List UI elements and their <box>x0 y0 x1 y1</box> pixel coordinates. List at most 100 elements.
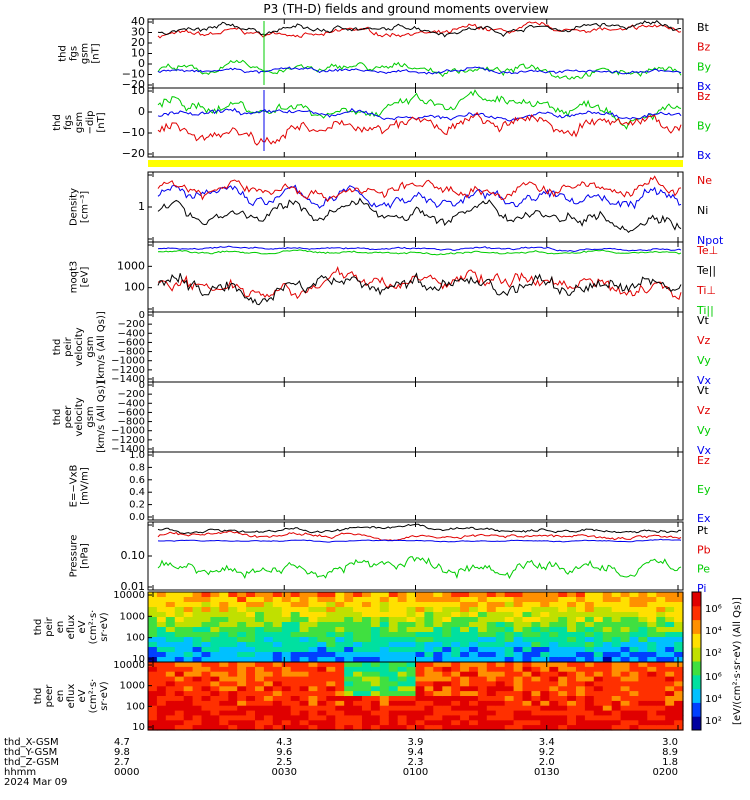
spectrogram-cell <box>495 627 506 633</box>
spectrogram-cell <box>522 612 532 618</box>
spectrogram-cell <box>638 617 648 623</box>
spectrogram-cell <box>549 696 559 702</box>
spectrogram-cell <box>237 691 247 697</box>
colorbar-tick-label: 10⁴ <box>705 694 722 705</box>
y-axis-label-line: [km/s (All Qs)] <box>96 381 107 453</box>
spectrogram-cell <box>370 617 381 623</box>
spectrogram-cell <box>263 657 274 663</box>
spectrogram-cell <box>495 662 506 668</box>
spectrogram-cell <box>290 715 301 721</box>
spectrogram-cell <box>335 715 345 721</box>
spectrogram-cell <box>611 700 622 707</box>
spectrogram-cell <box>210 627 220 633</box>
spectrogram-cell <box>486 652 497 658</box>
colorbar-tick-label: 10² <box>705 648 722 659</box>
spectrogram-cell <box>513 720 524 726</box>
spectrogram-cell <box>415 642 425 648</box>
spectrogram-cell <box>504 617 515 623</box>
spectrogram-cell <box>165 705 176 712</box>
x-row-label: thd_Z-GSM <box>4 757 59 768</box>
spectrogram-cell <box>192 700 203 707</box>
spectrogram-cell <box>424 642 434 648</box>
spectrogram-cell <box>620 602 631 608</box>
spectrogram-cell <box>397 657 408 663</box>
spectrogram-cell <box>308 720 318 726</box>
legend-entry-Bx: Bx <box>697 149 712 162</box>
spectrogram-cell <box>156 642 167 648</box>
spectrogram-cell <box>148 632 158 638</box>
spectrogram-cell <box>567 700 577 707</box>
spectrogram-cell <box>192 662 203 668</box>
spectrogram-cell <box>353 666 363 673</box>
spectrogram-cell <box>415 662 425 668</box>
spectrogram-cell <box>629 676 639 683</box>
spectrogram-cell <box>317 652 327 658</box>
spectrogram-cell <box>335 686 345 692</box>
spectrogram-cell <box>638 592 648 598</box>
spectrogram-cell <box>281 627 292 633</box>
spectrogram-cell <box>317 627 327 633</box>
spectrogram-cell <box>567 720 577 726</box>
spectrogram-cell <box>174 612 185 618</box>
spectrogram-cell <box>442 715 452 721</box>
spectrogram-cell <box>370 720 381 726</box>
colorbar-swatch <box>692 647 701 662</box>
spectrogram-cell <box>326 642 336 648</box>
spectrogram-cell <box>165 617 176 623</box>
spectrogram-cell <box>674 686 684 692</box>
spectrogram-cell <box>263 637 274 643</box>
spectrogram-cell <box>611 681 622 687</box>
spectrogram-cell <box>210 720 220 726</box>
spectrogram-cell <box>549 647 559 653</box>
spectrogram-cell <box>281 676 292 683</box>
spectrogram-cell <box>272 622 283 628</box>
spectrogram-cell <box>370 676 381 683</box>
spectrogram-cell <box>210 612 220 618</box>
spectrogram-cell <box>388 662 399 668</box>
spectrogram-cell <box>477 657 488 663</box>
spectrogram-cell <box>237 607 247 613</box>
spectrogram-cell <box>353 642 363 648</box>
spectrogram-cell <box>219 662 229 668</box>
spectrogram-cell <box>540 715 550 721</box>
spectrogram-cell <box>388 666 399 673</box>
spectrogram-cell <box>353 662 363 668</box>
spectrogram-cell <box>540 647 550 653</box>
spectrogram-cell <box>495 657 506 663</box>
spectrogram-cell <box>148 597 158 603</box>
spectrogram-cell <box>531 666 541 673</box>
spectrogram-cell <box>584 700 595 707</box>
spectrogram-cell <box>344 642 354 648</box>
y-tick-label: 1.0 <box>129 450 145 461</box>
spectrogram-cell <box>174 681 185 687</box>
spectrogram-cell <box>219 617 229 623</box>
spectrogram-cell <box>148 676 158 683</box>
spectrogram-cell <box>183 666 194 673</box>
spectrogram-cell <box>549 681 559 687</box>
spectrogram-cell <box>674 666 684 673</box>
spectrogram-cell <box>495 612 506 618</box>
spectrogram-cell <box>335 602 345 608</box>
spectrogram-cell <box>584 647 595 653</box>
spectrogram-cell <box>433 597 443 603</box>
spectrogram-cell <box>237 642 247 648</box>
spectrogram-cell <box>210 705 220 712</box>
x-time-label: 0100 <box>403 767 428 778</box>
spectrogram-cell <box>263 715 274 721</box>
spectrogram-cell <box>477 617 488 623</box>
spectrogram-cell <box>148 715 158 721</box>
spectrogram-cell <box>674 622 684 628</box>
spectrogram-cell <box>388 720 399 726</box>
spectrogram-cell <box>540 700 550 707</box>
spectrogram-cell <box>424 602 434 608</box>
spectrogram-cell <box>246 710 256 717</box>
spectrogram-cell <box>344 652 354 658</box>
y-axis-label-line: sr·eV) <box>99 612 110 641</box>
spectrogram-cell <box>460 715 470 721</box>
spectrogram-cell <box>522 691 532 697</box>
spectrogram-cell <box>620 642 631 648</box>
spectrogram-cell <box>326 597 336 603</box>
spectrogram-cell <box>602 627 613 633</box>
spectrogram-cell <box>629 622 639 628</box>
